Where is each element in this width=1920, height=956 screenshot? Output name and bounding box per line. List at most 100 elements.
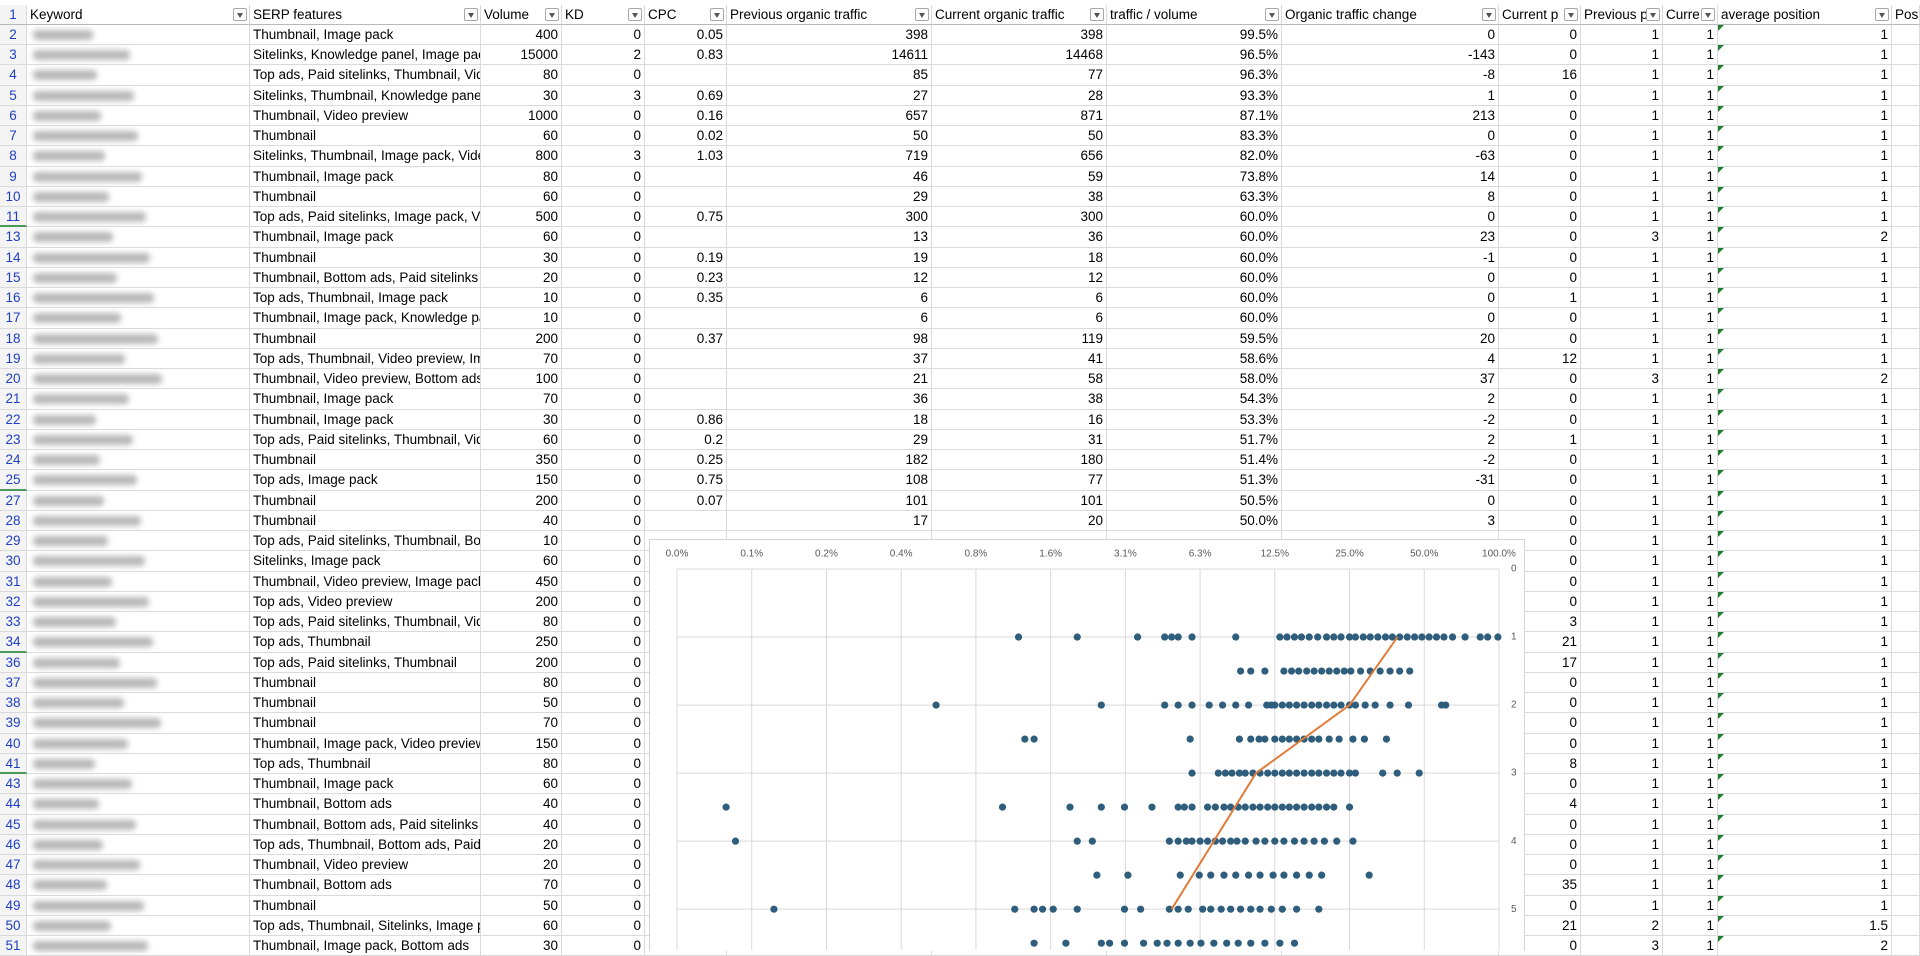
row-number[interactable]: 28 [0,510,27,531]
table-cell[interactable]: 101 [727,490,932,511]
table-cell[interactable]: 60 [481,915,562,936]
table-cell[interactable]: 180 [932,450,1107,471]
filter-button[interactable] [710,7,724,21]
table-cell[interactable]: 0 [1499,713,1581,734]
table-cell[interactable]: 80 [481,65,562,86]
chart-container[interactable]: 0.0% 0.1% 0.2% 0.4% 0.8% 1.6% 3.1% 6.3% 12.5% 25.… [649,539,1525,951]
table-cell[interactable]: 1 [1581,348,1663,369]
table-cell[interactable]: 1 [1663,510,1718,531]
table-cell[interactable]: Thumbnail [250,328,481,349]
table-cell[interactable]: 1 [1581,186,1663,207]
table-cell[interactable]: 657 [727,105,932,126]
table-cell[interactable]: 0 [562,693,645,714]
row-number[interactable]: 18 [0,328,27,349]
table-cell[interactable]: 1 [1718,693,1892,714]
table-cell[interactable] [1892,227,1920,248]
table-cell[interactable]: 0 [562,936,645,956]
table-cell[interactable]: 93.3% [1107,85,1282,106]
table-cell[interactable]: 10 [481,308,562,329]
table-cell[interactable]: 0 [562,915,645,936]
table-cell[interactable]: 0 [562,713,645,734]
table-cell[interactable]: 3 [1499,612,1581,633]
row-number[interactable]: 45 [0,814,27,835]
table-cell[interactable]: Thumbnail, Image pack [250,166,481,187]
table-cell[interactable]: 1 [1581,652,1663,673]
table-cell[interactable]: 250 [481,632,562,653]
table-cell[interactable]: Thumbnail [250,713,481,734]
table-cell[interactable]: 200 [481,490,562,511]
table-cell[interactable]: 1 [1718,794,1892,815]
table-cell[interactable]: 1 [1581,207,1663,228]
table-cell[interactable] [1892,45,1920,66]
table-cell[interactable]: 14611 [727,45,932,66]
table-cell[interactable]: 60 [481,126,562,147]
table-cell[interactable]: Thumbnail [250,490,481,511]
table-cell[interactable]: 1 [1718,672,1892,693]
table-cell[interactable]: Thumbnail, Video preview, Bottom ads [250,369,481,390]
table-cell[interactable]: 80 [481,166,562,187]
table-cell[interactable]: 0 [1499,855,1581,876]
column-header[interactable]: KD [562,4,645,25]
table-cell[interactable]: 2 [1282,429,1499,450]
table-cell[interactable]: Thumbnail, Bottom ads, Paid sitelinks [250,267,481,288]
table-cell[interactable]: 2 [1581,915,1663,936]
table-cell[interactable]: 16 [1499,65,1581,86]
table-cell[interactable]: 0 [1499,267,1581,288]
table-cell[interactable]: 1 [1663,774,1718,795]
table-cell[interactable]: 1 [1663,855,1718,876]
table-cell[interactable] [1892,490,1920,511]
table-cell[interactable]: 1 [1663,429,1718,450]
table-cell[interactable]: 46 [727,166,932,187]
table-cell[interactable]: 1 [1718,389,1892,410]
table-cell[interactable]: 0 [1499,369,1581,390]
table-cell[interactable]: 1 [1718,308,1892,329]
table-cell[interactable]: 1 [1663,24,1718,45]
table-cell[interactable]: 150 [481,470,562,491]
table-cell[interactable]: 0 [1499,105,1581,126]
table-cell[interactable]: 108 [727,470,932,491]
table-cell[interactable] [1892,146,1920,167]
table-cell[interactable]: 1 [1663,85,1718,106]
table-cell[interactable]: 70 [481,389,562,410]
table-cell[interactable]: 38 [932,186,1107,207]
table-cell[interactable]: Thumbnail [250,672,481,693]
table-cell[interactable]: 1 [1581,288,1663,309]
column-header[interactable]: Curre [1663,4,1718,25]
table-cell[interactable]: 1 [1663,126,1718,147]
table-cell[interactable]: 0 [1499,24,1581,45]
table-cell[interactable]: 0 [1499,389,1581,410]
table-cell[interactable]: 83.3% [1107,126,1282,147]
table-cell[interactable]: 1 [1663,166,1718,187]
table-cell[interactable]: 0 [562,510,645,531]
table-cell[interactable] [1892,207,1920,228]
table-cell[interactable]: 2 [1718,936,1892,956]
table-cell[interactable]: 87.1% [1107,105,1282,126]
table-cell[interactable] [1892,24,1920,45]
row-number[interactable]: 19 [0,348,27,369]
table-cell[interactable] [1892,409,1920,430]
table-cell[interactable]: 0 [1282,308,1499,329]
table-cell[interactable]: 0 [562,288,645,309]
table-cell[interactable]: 17 [727,510,932,531]
table-cell[interactable]: 1 [1581,753,1663,774]
table-cell[interactable]: 0 [1499,895,1581,916]
table-cell[interactable]: Thumbnail [250,450,481,471]
table-cell[interactable]: 1 [1663,207,1718,228]
table-cell[interactable]: 1 [1663,65,1718,86]
table-cell[interactable]: 60.0% [1107,227,1282,248]
table-cell[interactable]: 30 [481,936,562,956]
table-cell[interactable]: 1 [1663,531,1718,552]
table-cell[interactable]: 1 [1581,571,1663,592]
table-cell[interactable]: 51.3% [1107,470,1282,491]
table-cell[interactable] [645,510,727,531]
table-cell[interactable]: 1 [1581,308,1663,329]
table-cell[interactable]: 1 [1663,895,1718,916]
table-cell[interactable]: 17 [1499,652,1581,673]
table-cell[interactable]: 0 [562,612,645,633]
row-number[interactable]: 29 [0,531,27,552]
table-cell[interactable] [645,369,727,390]
table-cell[interactable]: 1 [1663,389,1718,410]
table-cell[interactable]: 119 [932,328,1107,349]
table-cell[interactable]: 54.3% [1107,389,1282,410]
table-cell[interactable]: 96.3% [1107,65,1282,86]
